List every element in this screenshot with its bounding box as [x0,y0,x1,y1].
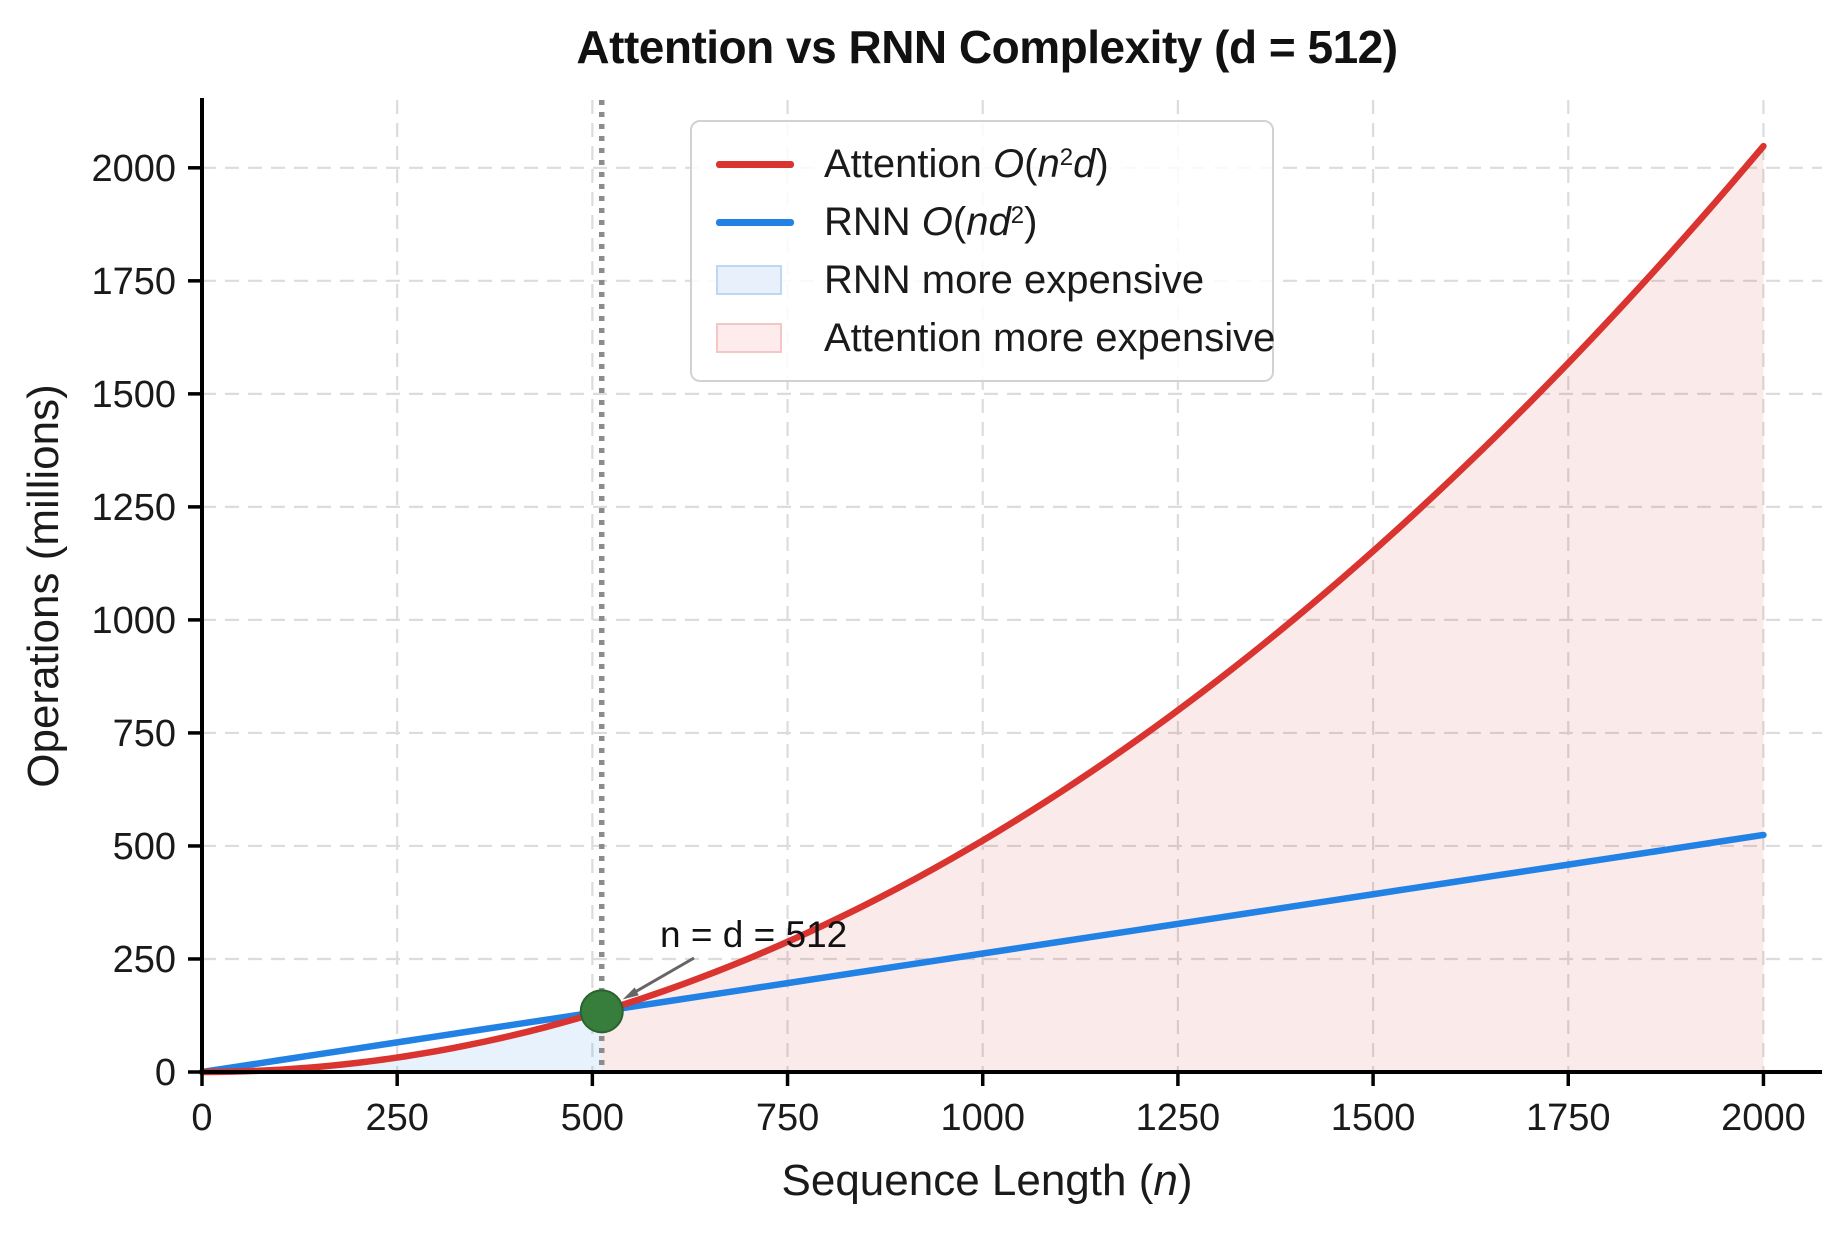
legend-label: RNN more expensive [824,257,1205,302]
legend-item-2: RNN more expensive [716,252,1248,308]
x-axis-label-text: Sequence Length ( [781,1156,1154,1205]
x-tick-label: 500 [561,1097,624,1139]
legend-line-swatch [716,218,798,226]
swatch [716,160,794,168]
x-tick-label: 1750 [1526,1097,1611,1139]
x-tick-label: 250 [365,1097,428,1139]
y-tick-label: 2000 [91,148,176,190]
y-tick-label: 1750 [91,261,176,303]
x-tick-label: 1000 [940,1097,1025,1139]
legend-label: Attention O(n2d) [824,141,1109,186]
annotation-arrow-line [631,956,695,995]
crossover-dot [579,989,624,1034]
rnn-more-expensive-region [202,1011,602,1072]
x-tick-label: 750 [756,1097,819,1139]
y-tick-label: 750 [113,713,176,755]
x-tick-label: 1500 [1331,1097,1416,1139]
y-tick-label: 500 [113,826,176,868]
x-axis-label-close: ) [1177,1156,1193,1205]
y-tick-label: 0 [155,1052,176,1094]
crossover-annotation: n = d = 512 [660,914,848,955]
swatch [716,323,782,353]
y-tick-label: 1000 [91,600,176,642]
chart-title: Attention vs RNN Complexity (d = 512) [576,21,1398,73]
axes [200,98,1822,1074]
swatch [716,218,794,226]
ticks [188,166,1766,1086]
x-axis-label: Sequence Length (n) [202,1156,1772,1206]
rnn-line [198,831,1767,1076]
x-tick-label: 2000 [1721,1097,1806,1139]
x-axis-label-var: n [1153,1156,1178,1205]
legend: Attention O(n2d) RNN O(nd2) RNN more expen… [690,120,1275,382]
tick-labels: 0 250 500 750 1000 1250 1500 1750 2000 0 250 500 750… [91,148,1805,1139]
x-tick-label: 1250 [1136,1097,1221,1139]
attention-line [198,142,1767,1076]
y-axis-label: Operations (millions) [19,384,68,788]
legend-item-3: Attention more expensive [716,310,1275,366]
attention-more-expensive-region [601,146,1764,1072]
x-tick-label: 0 [191,1097,212,1139]
legend-label: Attention more expensive [824,315,1276,360]
y-tick-label: 1250 [91,487,176,529]
legend-patch-swatch [716,323,798,353]
legend-patch-swatch [716,265,798,295]
annotation-arrow-head [622,987,639,1000]
swatch [716,265,782,295]
y-tick-label: 250 [113,939,176,981]
legend-label: RNN O(nd2) [824,199,1038,244]
y-tick-label: 1500 [91,374,176,416]
legend-item-1: RNN O(nd2) [716,194,1248,250]
legend-item-0: Attention O(n2d) [716,136,1248,192]
legend-line-swatch [716,160,798,168]
